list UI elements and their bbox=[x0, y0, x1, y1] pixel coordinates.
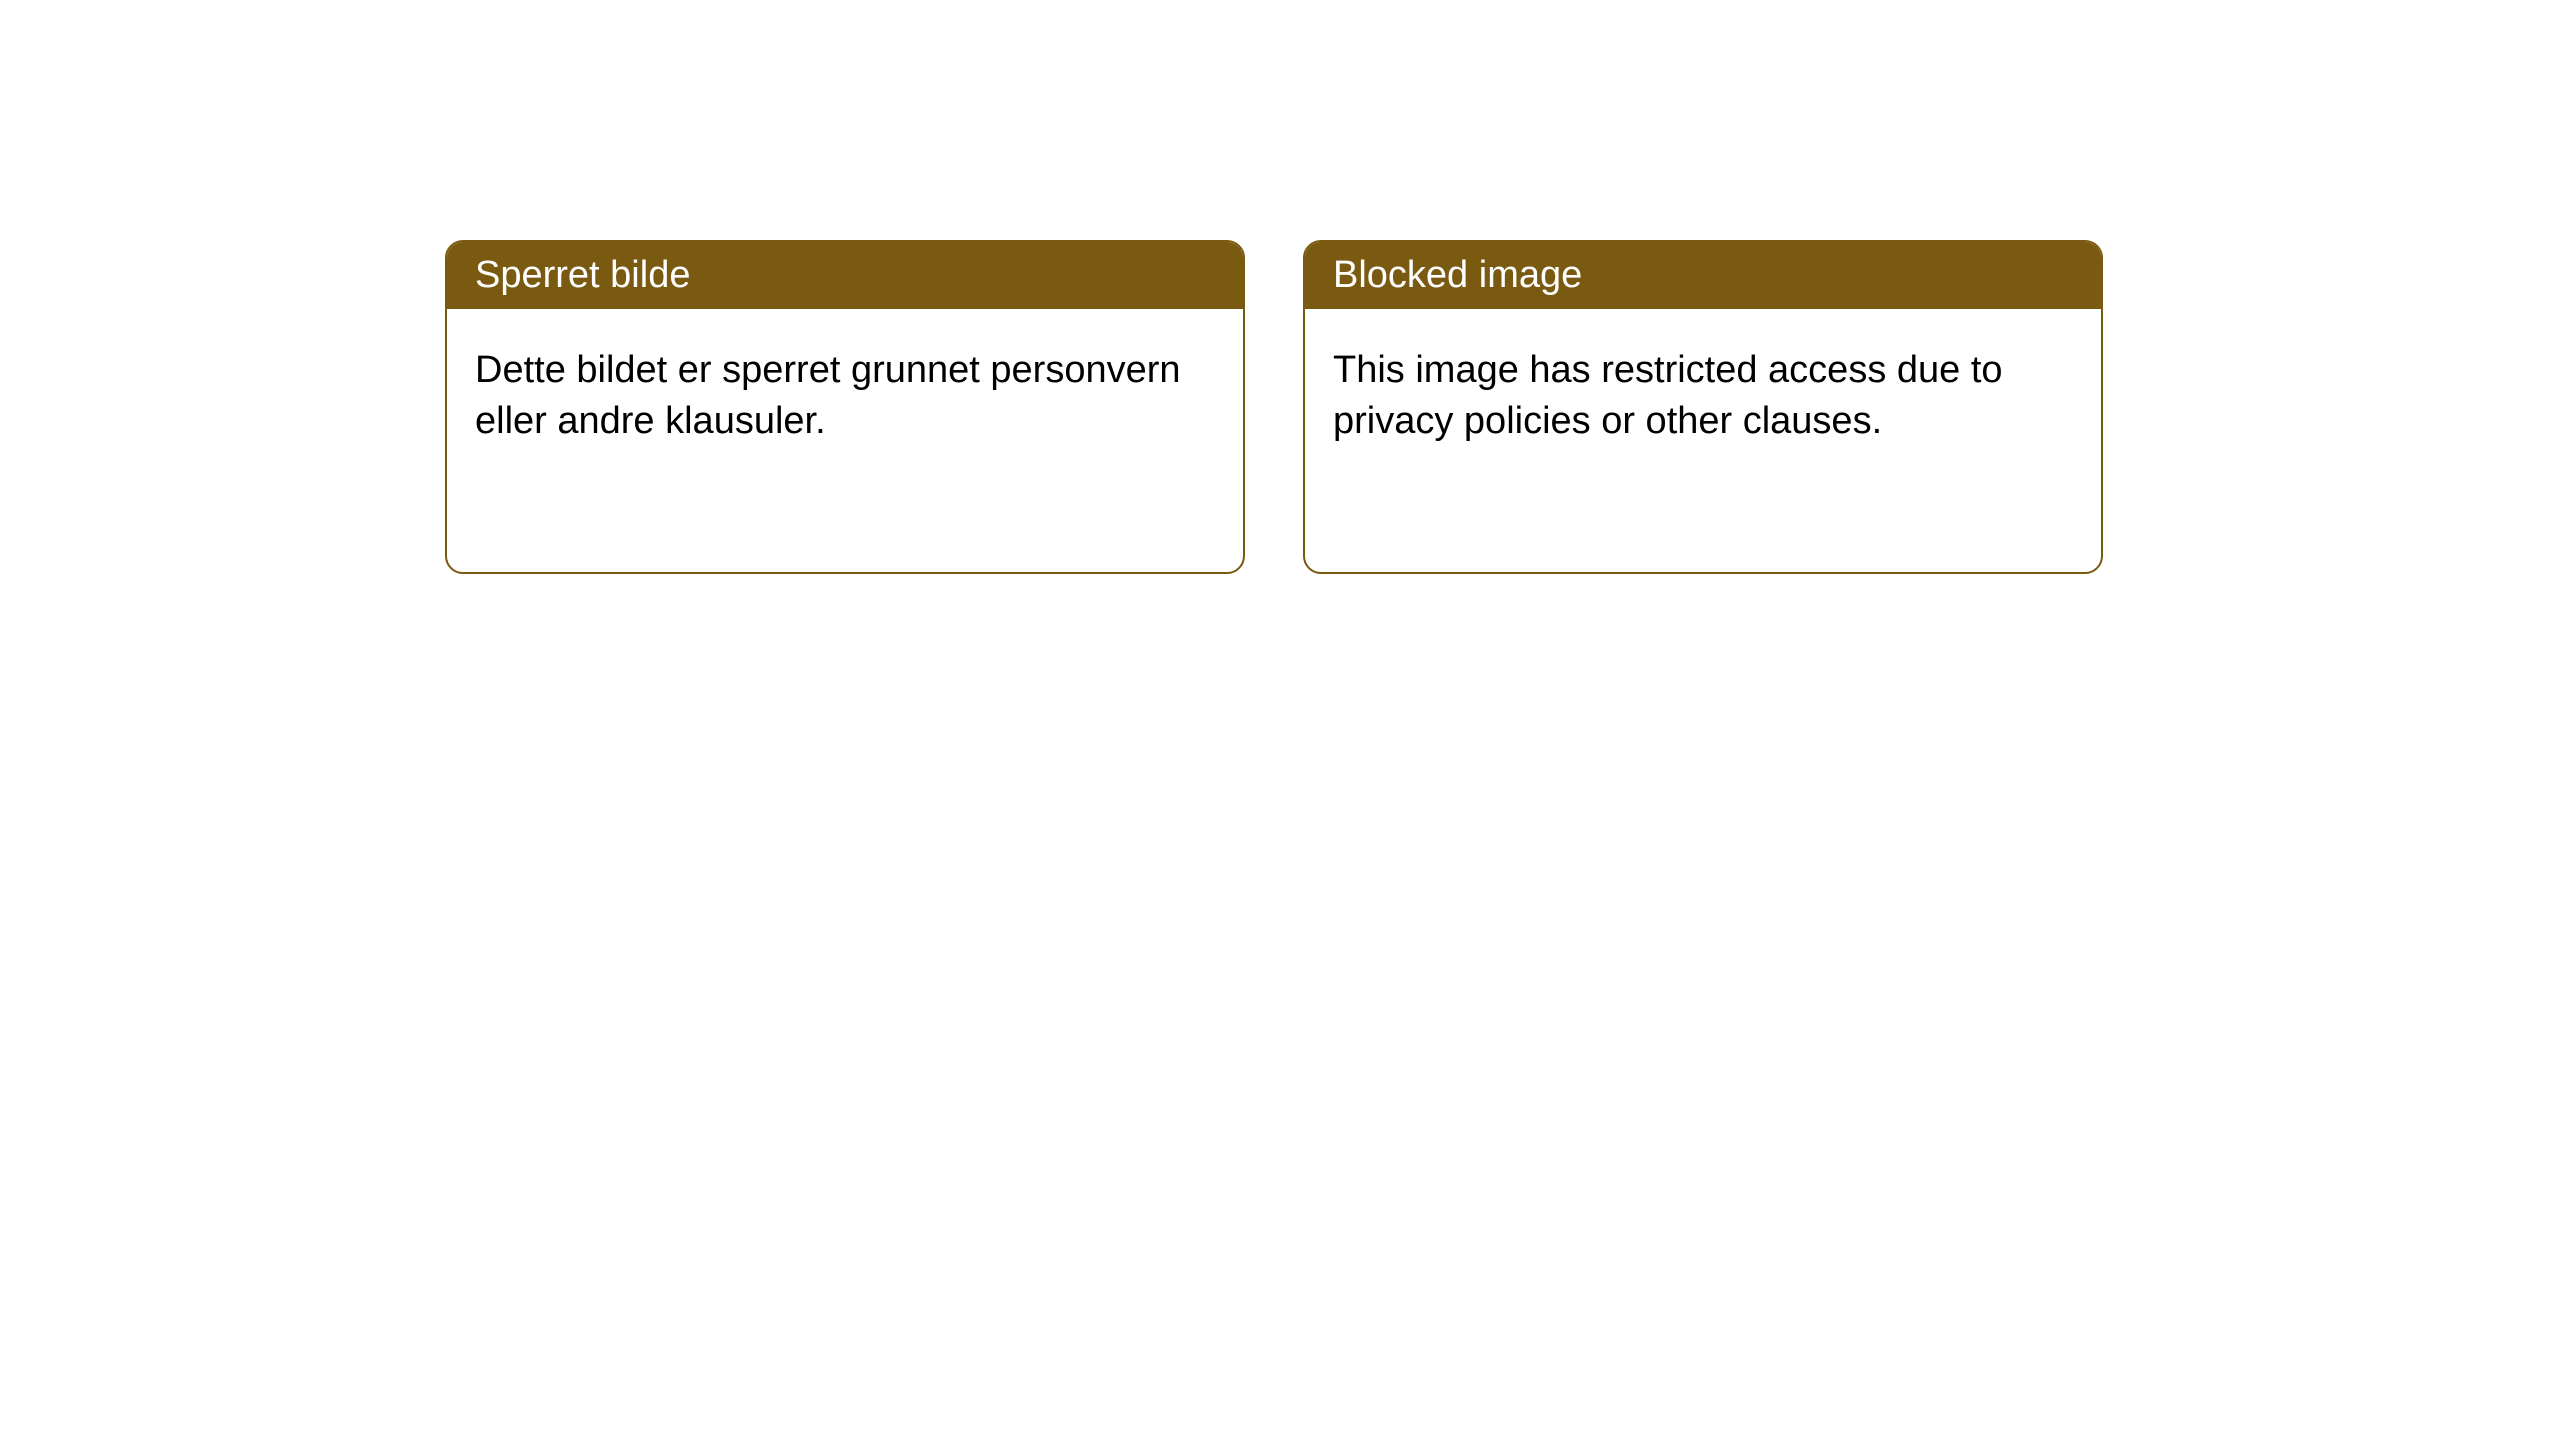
notice-card-norwegian: Sperret bilde Dette bildet er sperret gr… bbox=[445, 240, 1245, 574]
notice-card-english: Blocked image This image has restricted … bbox=[1303, 240, 2103, 574]
notice-card-body: Dette bildet er sperret grunnet personve… bbox=[447, 309, 1243, 484]
notice-card-body: This image has restricted access due to … bbox=[1305, 309, 2101, 484]
notice-card-title: Sperret bilde bbox=[475, 254, 690, 296]
notice-card-header: Blocked image bbox=[1305, 242, 2101, 309]
notice-card-title: Blocked image bbox=[1333, 254, 1582, 296]
notice-card-message: Dette bildet er sperret grunnet personve… bbox=[475, 349, 1181, 442]
notice-card-header: Sperret bilde bbox=[447, 242, 1243, 309]
notice-cards-container: Sperret bilde Dette bildet er sperret gr… bbox=[445, 240, 2103, 574]
notice-card-message: This image has restricted access due to … bbox=[1333, 349, 2003, 442]
